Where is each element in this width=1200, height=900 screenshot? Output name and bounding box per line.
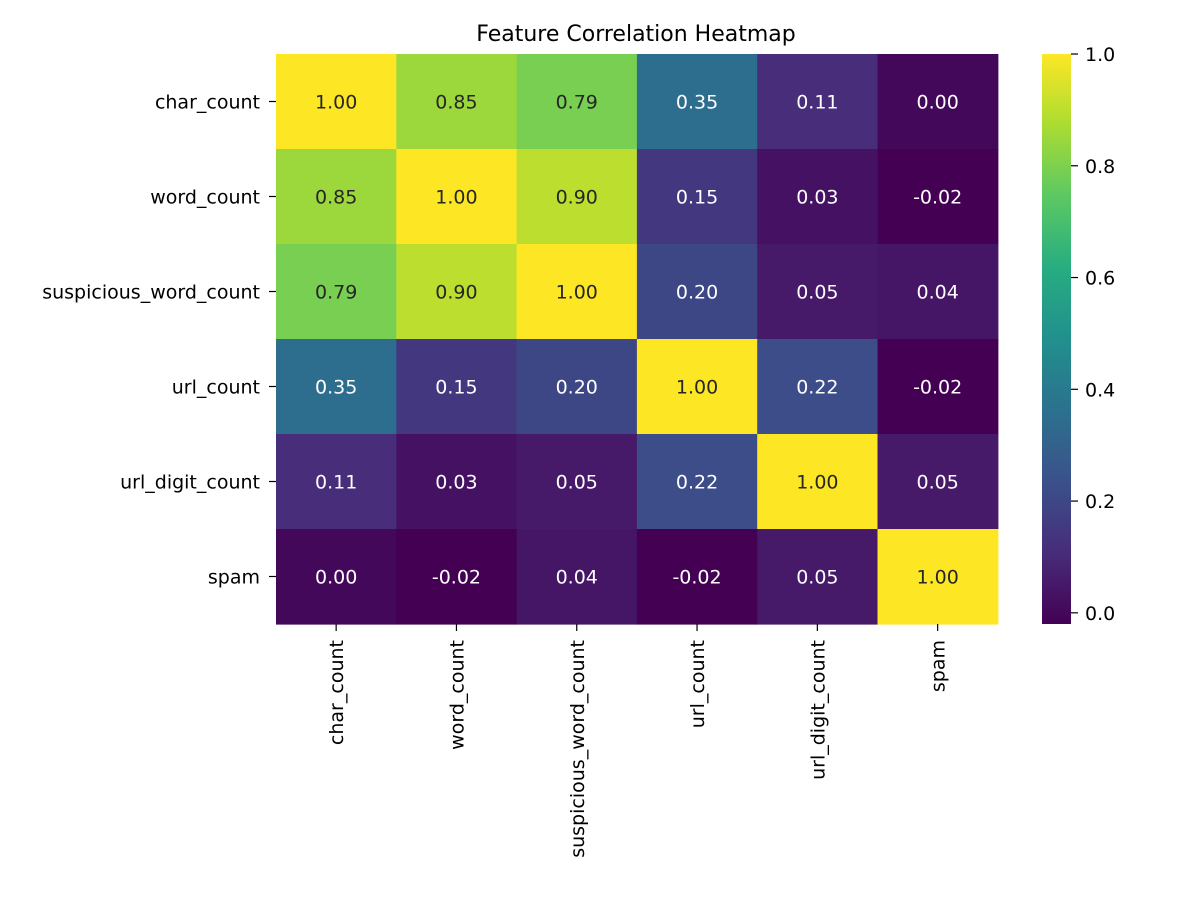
heatmap-cell-char_count-word_count — [396, 54, 518, 150]
heatmap-cell-word_count-url_count — [636, 149, 758, 245]
colorbar-tick-label: 0.4 — [1085, 379, 1115, 401]
cell-value-label: 0.03 — [796, 187, 838, 209]
heatmap-cell-spam-url_count — [636, 529, 758, 625]
heatmap-cell-url_count-url_digit_count — [757, 339, 879, 435]
heatmap-cell-char_count-url_digit_count — [757, 54, 879, 150]
cell-value-label: 0.05 — [556, 472, 598, 494]
cell-value-label: 0.11 — [796, 92, 838, 114]
column-tick-label: word_count — [446, 640, 468, 750]
cell-value-label: 0.05 — [796, 282, 838, 304]
column-tick-label: spam — [928, 640, 950, 692]
cell-value-label: 0.85 — [435, 92, 477, 114]
cell-value-label: 1.00 — [435, 187, 477, 209]
heatmap-cell-word_count-suspicious_word_count — [516, 149, 638, 245]
heatmap-cell-char_count-url_count — [636, 54, 758, 150]
heatmap-cell-suspicious_word_count-url_count — [636, 244, 758, 340]
heatmap-cell-url_count-word_count — [396, 339, 518, 435]
colorbar-tick-label: 0.0 — [1085, 603, 1115, 625]
heatmap-cell-suspicious_word_count-url_digit_count — [757, 244, 879, 340]
cell-value-label: 0.85 — [315, 187, 357, 209]
colorbar-tick-label: 0.2 — [1085, 491, 1115, 513]
chart-title: Feature Correlation Heatmap — [476, 22, 796, 47]
row-tick-label: spam — [208, 567, 260, 589]
heatmap-cell-spam-char_count — [276, 529, 397, 625]
heatmap-cell-char_count-spam — [877, 54, 999, 150]
cell-value-label: 1.00 — [916, 567, 958, 589]
cell-value-label: 0.15 — [676, 187, 718, 209]
colorbar-tick-label: 0.8 — [1085, 156, 1115, 178]
heatmap-cell-url_digit_count-url_digit_count — [757, 434, 879, 530]
cell-value-label: 1.00 — [315, 92, 357, 114]
cell-value-label: 0.22 — [676, 472, 718, 494]
heatmap-cell-url_count-char_count — [276, 339, 397, 435]
cell-value-label: 1.00 — [556, 282, 598, 304]
heatmap-cell-spam-spam — [877, 529, 999, 625]
heatmap-cell-spam-suspicious_word_count — [516, 529, 638, 625]
row-tick-label: url_digit_count — [120, 472, 260, 494]
column-tick-label: url_count — [687, 640, 709, 728]
heatmap-cell-suspicious_word_count-spam — [877, 244, 999, 340]
row-axis: char_count word_count suspicious_word_coun… — [42, 92, 276, 589]
colorbar: 0.0 0.2 0.4 0.6 0.8 1.0 — [1042, 44, 1115, 625]
cell-value-label: 0.79 — [315, 282, 357, 304]
colorbar-gradient — [1042, 54, 1071, 624]
heatmap-cell-url_digit_count-spam — [877, 434, 999, 530]
cell-value-label: 0.35 — [676, 92, 718, 114]
heatmap-cell-suspicious_word_count-char_count — [276, 244, 397, 340]
heatmap-cell-char_count-suspicious_word_count — [516, 54, 638, 150]
cell-value-label: -0.02 — [432, 567, 481, 589]
heatmap-cell-spam-word_count — [396, 529, 518, 625]
column-tick-label: url_digit_count — [807, 640, 829, 780]
cell-value-label: 0.00 — [315, 567, 357, 589]
cell-value-label: 0.20 — [556, 377, 598, 399]
cell-value-label: 0.15 — [435, 377, 477, 399]
cell-value-label: 0.20 — [676, 282, 718, 304]
cell-value-label: 1.00 — [796, 472, 838, 494]
heatmap-cell-url_digit_count-url_count — [636, 434, 758, 530]
cell-value-label: 0.04 — [556, 567, 598, 589]
column-tick-label: suspicious_word_count — [567, 640, 589, 858]
cell-value-label: 0.35 — [315, 377, 357, 399]
heatmap-cell-suspicious_word_count-suspicious_word_count — [516, 244, 638, 340]
cell-value-label: 0.22 — [796, 377, 838, 399]
cell-value-label: -0.02 — [913, 377, 962, 399]
heatmap-cell-url_count-spam — [877, 339, 999, 435]
heatmap-cells: 1.00 0.85 0.79 0.35 0.11 0.00 0.85 1.00 0.90 0.15… — [276, 54, 999, 625]
column-tick-label: char_count — [326, 640, 348, 745]
cell-value-label: 0.90 — [435, 282, 477, 304]
row-tick-label: url_count — [172, 377, 260, 399]
cell-value-label: -0.02 — [672, 567, 721, 589]
heatmap-cell-suspicious_word_count-word_count — [396, 244, 518, 340]
column-axis: char_count word_count suspicious_word_coun… — [326, 624, 950, 858]
cell-value-label: -0.02 — [913, 187, 962, 209]
heatmap-cell-url_digit_count-word_count — [396, 434, 518, 530]
cell-value-label: 0.11 — [315, 472, 357, 494]
heatmap-cell-char_count-char_count — [276, 54, 397, 150]
cell-value-label: 0.90 — [556, 187, 598, 209]
heatmap-cell-word_count-spam — [877, 149, 999, 245]
cell-value-label: 0.04 — [916, 282, 958, 304]
heatmap-cell-word_count-word_count — [396, 149, 518, 245]
cell-value-label: 0.00 — [916, 92, 958, 114]
colorbar-tick-label: 0.6 — [1085, 268, 1115, 290]
row-tick-label: suspicious_word_count — [42, 282, 260, 304]
heatmap-cell-url_count-suspicious_word_count — [516, 339, 638, 435]
heatmap-cell-word_count-char_count — [276, 149, 397, 245]
cell-value-label: 1.00 — [676, 377, 718, 399]
colorbar-tick-label: 1.0 — [1085, 44, 1115, 66]
heatmap-cell-spam-url_digit_count — [757, 529, 879, 625]
row-tick-label: word_count — [150, 187, 260, 209]
row-tick-label: char_count — [155, 92, 260, 114]
cell-value-label: 0.79 — [556, 92, 598, 114]
cell-value-label: 0.03 — [435, 472, 477, 494]
heatmap-cell-url_digit_count-char_count — [276, 434, 397, 530]
heatmap-cell-url_count-url_count — [636, 339, 758, 435]
heatmap-cell-word_count-url_digit_count — [757, 149, 879, 245]
cell-value-label: 0.05 — [796, 567, 838, 589]
cell-value-label: 0.05 — [916, 472, 958, 494]
heatmap-cell-url_digit_count-suspicious_word_count — [516, 434, 638, 530]
